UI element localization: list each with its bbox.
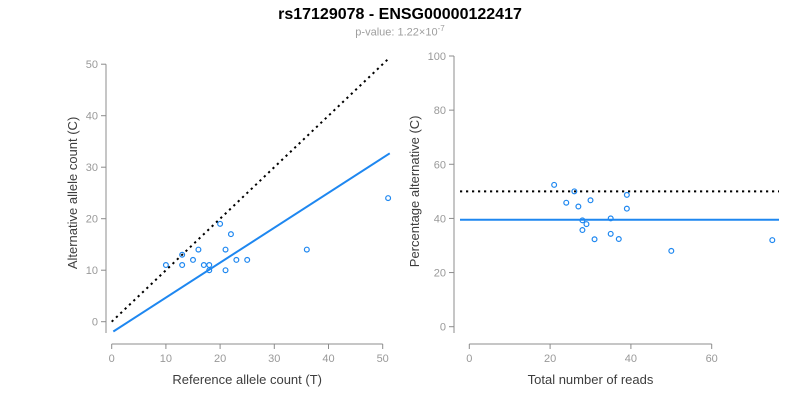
data-point: [623, 191, 630, 198]
fit-line: [112, 152, 391, 333]
data-point: [190, 256, 197, 263]
data-point: [607, 215, 614, 222]
data-point: [668, 247, 675, 254]
y-tick-label: 20: [86, 214, 98, 226]
data-point: [591, 236, 598, 243]
x-tick-label: 30: [268, 353, 280, 365]
data-point: [303, 246, 310, 253]
y-tick-label: 80: [434, 105, 446, 117]
data-point: [200, 262, 207, 269]
figure-subtitle: p-value: 1.22×10-7: [0, 24, 800, 39]
data-point: [607, 230, 614, 237]
y-axis-title: Alternative allele count (C): [65, 117, 80, 269]
x-tick-label: 0: [466, 353, 472, 365]
data-point: [563, 199, 570, 206]
data-point: [217, 220, 224, 227]
y-tick-label: 20: [434, 268, 446, 280]
data-point: [195, 246, 202, 253]
data-point: [233, 256, 240, 263]
y-tick-label: 50: [86, 59, 98, 71]
x-tick-label: 40: [322, 353, 334, 365]
data-point: [579, 227, 586, 234]
data-point: [583, 221, 590, 228]
x-axis-title: Reference allele count (T): [172, 372, 322, 387]
data-point: [222, 246, 229, 253]
figure-title: rs17129078 - ENSG00000122417: [278, 6, 522, 23]
data-point: [587, 197, 594, 204]
data-point: [623, 205, 630, 212]
y-tick-label: 40: [434, 213, 446, 225]
data-point: [206, 262, 213, 269]
pvalue-text: p-value: 1.22×10: [355, 26, 438, 39]
data-point: [551, 181, 558, 188]
x-axis-title: Total number of reads: [528, 372, 654, 387]
x-tick-label: 0: [109, 353, 115, 365]
pvalue-exponent: -7: [437, 24, 445, 33]
x-tick-label: 20: [544, 353, 556, 365]
y-tick-label: 10: [86, 265, 98, 277]
x-tick-label: 20: [214, 353, 226, 365]
data-point: [206, 267, 213, 274]
data-point: [575, 203, 582, 210]
data-point: [385, 195, 392, 202]
y-tick-label: 100: [428, 51, 446, 63]
data-point: [769, 237, 776, 244]
data-point: [222, 267, 229, 274]
y-tick-label: 60: [434, 159, 446, 171]
x-tick-label: 40: [625, 353, 637, 365]
y-tick-label: 0: [440, 322, 446, 334]
data-point: [179, 262, 186, 269]
x-tick-label: 60: [706, 353, 718, 365]
data-point: [571, 188, 578, 195]
y-tick-label: 40: [86, 111, 98, 123]
x-tick-label: 50: [377, 353, 389, 365]
data-point: [179, 251, 186, 258]
data-point: [615, 235, 622, 242]
data-point: [244, 256, 251, 263]
y-tick-label: 30: [86, 162, 98, 174]
x-tick-label: 10: [160, 353, 172, 365]
y-tick-label: 0: [92, 317, 98, 329]
y-axis-title: Percentage alternative (C): [407, 115, 422, 267]
identity-line: [111, 56, 391, 323]
data-point: [162, 262, 169, 269]
data-point: [579, 217, 586, 224]
data-point: [227, 231, 234, 238]
